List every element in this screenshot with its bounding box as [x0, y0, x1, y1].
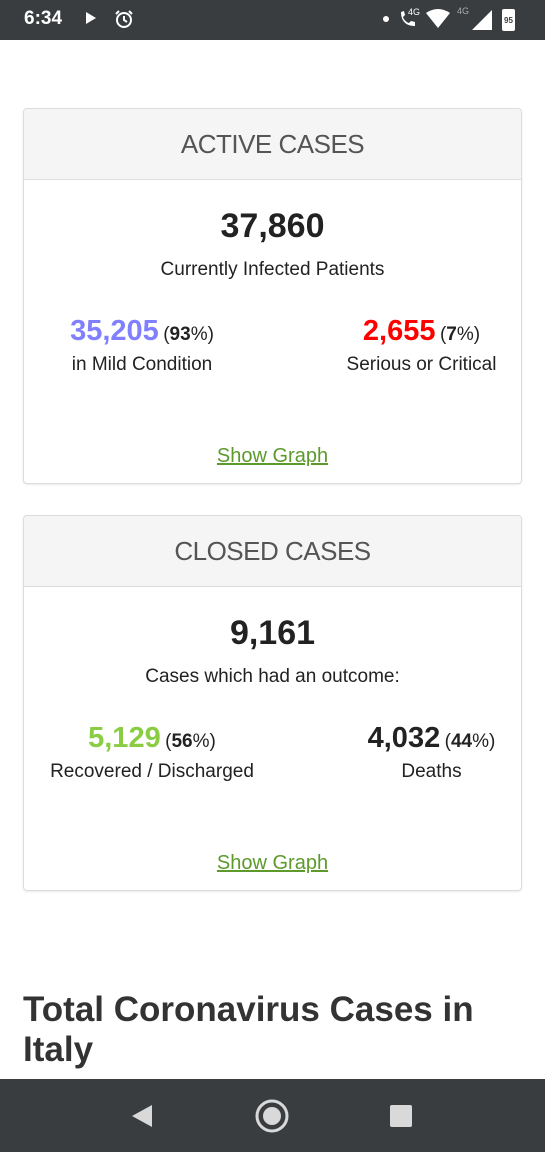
section-title: Total Coronavirus Cases in Italy [23, 990, 474, 1069]
notification-dot-icon [383, 16, 389, 22]
serious-critical-stat: 2,655 (7%) Serious or Critical [324, 315, 519, 376]
active-cases-card: ACTIVE CASES 37,860 Currently Infected P… [23, 108, 522, 484]
active-cases-total: 37,860 [220, 207, 325, 245]
battery-level: 95 [504, 16, 513, 25]
signal-icon [456, 8, 494, 37]
signal-label: 4G [457, 6, 470, 16]
mild-value: 35,205 [70, 315, 159, 347]
closed-cases-card: CLOSED CASES 9,161 Cases which had an ou… [23, 515, 522, 891]
status-time: 6:34 [24, 8, 63, 29]
phone-4g-icon [398, 9, 420, 34]
navigation-bar [0, 1079, 545, 1152]
mild-percent: (93%) [163, 324, 214, 345]
closed-cases-total: 9,161 [229, 614, 316, 652]
home-icon[interactable] [254, 1098, 290, 1139]
recovered-percent: (56%) [165, 731, 216, 752]
battery-icon: 95 [502, 9, 515, 31]
closed-show-graph-link[interactable]: Show Graph [216, 852, 329, 874]
mild-label: in Mild Condition [71, 354, 213, 375]
serious-label: Serious or Critical [346, 354, 497, 375]
serious-value: 2,655 [362, 315, 436, 347]
recovered-label: Recovered / Discharged [50, 761, 254, 782]
recovered-stat: 5,129 (56%) Recovered / Discharged [42, 722, 262, 783]
status-bar: 6:34 4G 4G 95 [0, 0, 545, 40]
deaths-value: 4,032 [367, 722, 441, 754]
closed-cases-header: CLOSED CASES [24, 516, 521, 587]
deaths-percent: (44%) [444, 731, 496, 752]
recovered-value: 5,129 [88, 722, 161, 754]
serious-percent: (7%) [439, 324, 481, 345]
active-cases-caption: Currently Infected Patients [160, 259, 385, 280]
recent-apps-icon[interactable] [390, 1105, 412, 1127]
deaths-label: Deaths [401, 761, 462, 782]
back-icon[interactable] [130, 1104, 154, 1133]
deaths-stat: 4,032 (44%) Deaths [344, 722, 519, 783]
active-show-graph-link[interactable]: Show Graph [216, 445, 329, 467]
closed-cases-caption: Cases which had an outcome: [145, 666, 400, 687]
alarm-icon [114, 9, 134, 34]
play-icon [85, 11, 97, 30]
wifi-icon [425, 9, 451, 34]
active-cases-header: ACTIVE CASES [24, 109, 521, 180]
mild-condition-stat: 35,205 (93%) in Mild Condition [42, 315, 242, 376]
network-label: 4G [408, 7, 421, 17]
